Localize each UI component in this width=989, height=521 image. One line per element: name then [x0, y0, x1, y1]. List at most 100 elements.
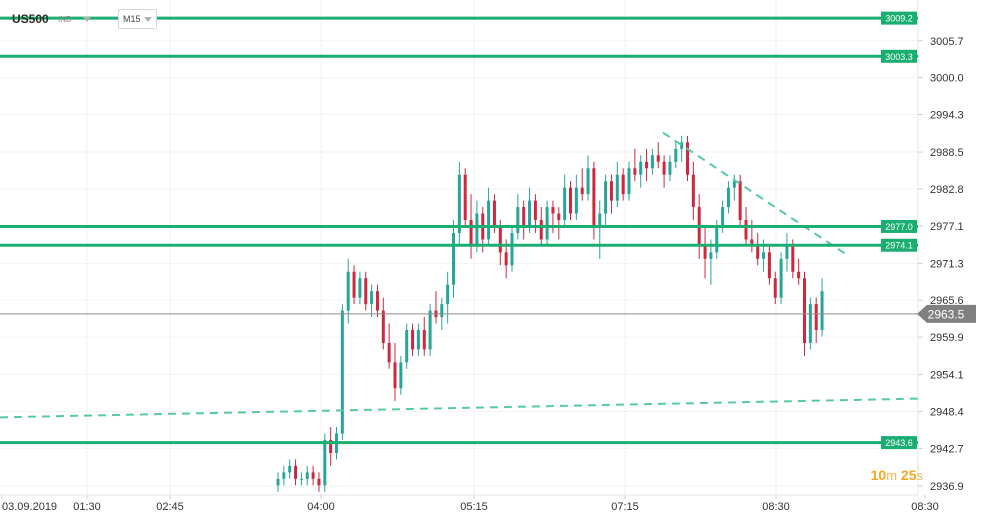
x-axis: 03.09.2019 01:30 02:45 04:00 05:15 07:15 08:30… [1, 495, 939, 513]
chevron-down-icon [143, 16, 152, 22]
candle-body [352, 271, 356, 298]
y-tick-label: 2971.3 [930, 258, 964, 270]
y-tick-label: 3005.7 [930, 36, 964, 48]
y-tick-label: 2942.7 [930, 443, 964, 455]
candle-body [469, 220, 473, 246]
candle-body [416, 330, 420, 350]
level-label-box [881, 238, 917, 252]
candle-body [276, 478, 280, 486]
candle-body [452, 232, 455, 285]
candle-body [557, 213, 561, 220]
candle-body [422, 330, 426, 350]
candle-body [294, 465, 298, 479]
candle-body [721, 207, 725, 227]
x-tick-label: 08:30 [911, 501, 939, 513]
level-label-box [881, 11, 917, 25]
candle-body [797, 271, 801, 279]
candle-body [487, 200, 491, 240]
candle-body [528, 200, 532, 227]
candle-body [411, 330, 415, 350]
candle-body [340, 310, 344, 434]
candle-body [767, 252, 771, 279]
level-label: 3009.2 [885, 14, 913, 24]
y-axis: 3005.7 3000.0 2994.3 2988.5 2982.8 2977.1 2971… [918, 36, 964, 493]
trendlines [0, 131, 921, 419]
candle-body [686, 142, 689, 175]
candle-body [569, 187, 572, 214]
timeframe-value: M15 [123, 14, 141, 24]
level-label-box [881, 49, 917, 63]
candle-body [492, 200, 496, 227]
candle-body [323, 440, 327, 486]
candle-body [738, 181, 742, 220]
y-tick-label: 2936.9 [930, 481, 964, 493]
candle-body [299, 478, 303, 480]
candle-body [598, 213, 602, 227]
candle-body [563, 187, 567, 220]
candle-body [428, 310, 432, 350]
level-label-box [881, 436, 917, 450]
candle-body [539, 220, 543, 240]
candle-body [282, 472, 286, 479]
candle-body [615, 174, 619, 201]
candle-body [405, 330, 409, 363]
candle-body [364, 278, 368, 305]
x-tick-label: 01:30 [73, 501, 101, 513]
current-price-tag [917, 304, 976, 323]
candle-body [375, 291, 379, 311]
candle-body [715, 226, 719, 253]
candle-body [475, 213, 479, 246]
candle-body [516, 207, 520, 233]
x-tick-label: 05:15 [460, 501, 488, 513]
candle-body [726, 187, 730, 208]
candle-body [399, 362, 403, 389]
candle-body [346, 271, 350, 311]
candle-body [381, 310, 385, 343]
y-tick-label: 2954.1 [930, 370, 964, 382]
instrument-dropdown-icon[interactable] [80, 10, 91, 28]
candle-body [691, 174, 695, 208]
chart-grid [0, 0, 919, 496]
x-tick-label: 07:15 [611, 501, 639, 513]
candle-body [656, 155, 660, 162]
candle-body [317, 478, 321, 486]
candle-body [814, 304, 818, 330]
y-tick-label: 2965.6 [930, 295, 964, 307]
horizontal-levels: 3009.2 3003.3 2977.0 2974.1 2943.6 [0, 11, 918, 450]
candle-body [803, 278, 806, 343]
candle-body [732, 181, 736, 188]
candle-body [446, 284, 450, 305]
symbol-label[interactable]: US500 [12, 12, 49, 26]
candle-body [633, 168, 637, 175]
candle-body [650, 155, 654, 169]
candle-body [791, 245, 795, 272]
x-tick-label: 03.09.2019 [2, 501, 57, 513]
candle-body [288, 465, 292, 473]
candle-body [773, 278, 777, 298]
y-tick-label: 3000.0 [930, 73, 964, 85]
countdown-seconds: 25 [900, 467, 917, 483]
level-label: 2977.0 [885, 222, 913, 232]
candle-body [709, 252, 713, 259]
candle-body [580, 187, 584, 195]
candle-body [662, 161, 666, 175]
candle-body [680, 142, 684, 149]
candle-body [609, 181, 613, 201]
y-tick-label: 2977.1 [930, 221, 964, 233]
candle-body [440, 304, 444, 318]
timeframe-select[interactable]: M15 [118, 9, 157, 29]
candle-body [703, 245, 707, 259]
candle-body [762, 252, 766, 259]
countdown-minutes-unit: m [886, 468, 898, 483]
candle-body [604, 181, 608, 214]
countdown-minutes: 10 [870, 467, 887, 483]
candle-body [551, 207, 555, 214]
candle-body [808, 304, 812, 343]
y-tick-label: 2959.9 [930, 332, 964, 344]
candle-body [586, 168, 590, 195]
x-tick-label: 08:30 [762, 501, 790, 513]
y-tick-label: 2948.4 [930, 407, 964, 419]
current-price-line: 2963.5 [0, 304, 976, 323]
candle-body [779, 258, 783, 298]
